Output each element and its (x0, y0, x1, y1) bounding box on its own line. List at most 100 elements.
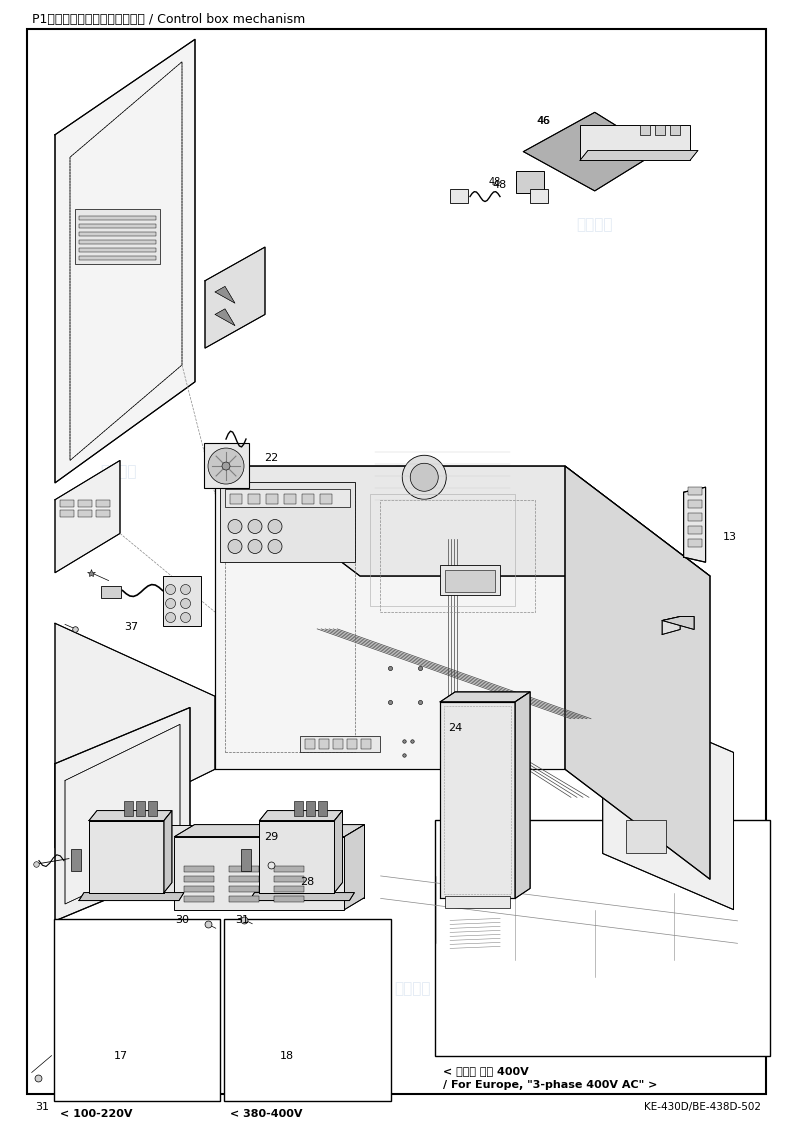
Bar (445, 569, 495, 592)
Bar (284, 493, 296, 503)
Bar (319, 739, 329, 749)
Polygon shape (440, 692, 530, 702)
Polygon shape (215, 309, 235, 326)
Bar (530, 189, 548, 202)
Bar (148, 801, 157, 815)
Text: 48: 48 (488, 177, 501, 186)
Bar (688, 487, 702, 495)
Bar (185, 896, 214, 902)
Bar (79, 223, 156, 228)
Bar (224, 919, 391, 1101)
Bar (580, 126, 690, 161)
Bar (445, 896, 510, 909)
Bar (79, 216, 156, 220)
Circle shape (222, 462, 230, 471)
Polygon shape (259, 821, 335, 893)
Circle shape (248, 520, 262, 533)
Bar (274, 886, 305, 892)
Circle shape (268, 539, 282, 554)
Bar (71, 849, 81, 870)
Bar (230, 493, 242, 503)
Text: / For Europe, "3-phase 400V AC" >: / For Europe, "3-phase 400V AC" > (443, 1079, 657, 1089)
Bar (185, 886, 214, 892)
Circle shape (181, 612, 190, 622)
Bar (516, 172, 544, 193)
Bar (294, 801, 304, 815)
Polygon shape (89, 811, 172, 821)
Bar (670, 126, 680, 136)
Text: P1．コントロールボックス関係 / Control box mechanism: P1．コントロールボックス関係 / Control box mechanism (32, 12, 305, 26)
Text: 华联机行: 华联机行 (394, 980, 431, 996)
Circle shape (268, 520, 282, 533)
Text: 48: 48 (492, 181, 507, 190)
Bar (229, 896, 259, 902)
Text: 46: 46 (538, 117, 550, 126)
Bar (347, 739, 357, 749)
Polygon shape (215, 466, 710, 576)
Polygon shape (440, 702, 515, 898)
Bar (241, 849, 251, 870)
Text: 37: 37 (124, 622, 138, 631)
Polygon shape (344, 824, 365, 910)
Polygon shape (174, 824, 365, 837)
Circle shape (166, 612, 175, 622)
Bar (688, 539, 702, 547)
Text: 华联机行: 华联机行 (101, 980, 137, 996)
Text: 31: 31 (235, 915, 249, 924)
Bar (444, 706, 511, 894)
Circle shape (410, 464, 439, 491)
Polygon shape (523, 112, 658, 191)
Bar (274, 866, 305, 871)
Text: 30: 30 (175, 915, 190, 924)
Bar (688, 500, 702, 509)
Polygon shape (335, 811, 343, 893)
Bar (380, 500, 535, 612)
Text: 46: 46 (537, 117, 551, 126)
Polygon shape (205, 247, 265, 348)
Bar (435, 820, 770, 1056)
Text: 华联机行: 华联机行 (394, 722, 431, 738)
Bar (319, 801, 328, 815)
Circle shape (402, 455, 446, 500)
Bar (185, 876, 214, 882)
Polygon shape (215, 466, 565, 769)
Bar (174, 837, 344, 910)
Text: < 380-400V: < 380-400V (231, 1108, 303, 1119)
Circle shape (181, 584, 190, 594)
Bar (229, 886, 259, 892)
Polygon shape (89, 821, 164, 893)
Bar (124, 801, 133, 815)
Polygon shape (565, 466, 710, 879)
Text: 华联机行: 华联机行 (101, 464, 137, 480)
Bar (96, 500, 110, 506)
Bar (225, 489, 355, 752)
Bar (266, 493, 278, 503)
Text: < 欧州用 三相 400V: < 欧州用 三相 400V (443, 1066, 529, 1076)
Bar (688, 527, 702, 535)
Text: 22: 22 (264, 454, 278, 463)
Polygon shape (55, 39, 195, 483)
Bar (274, 896, 305, 902)
Bar (163, 575, 201, 626)
Polygon shape (580, 150, 698, 161)
Bar (78, 500, 92, 506)
Text: 华联机行: 华联机行 (394, 464, 431, 480)
Polygon shape (684, 487, 706, 563)
Bar (229, 866, 259, 871)
Bar (302, 493, 314, 503)
Text: KE-430D/BE-438D-502: KE-430D/BE-438D-502 (644, 1103, 761, 1112)
Bar (136, 801, 145, 815)
Bar (220, 482, 355, 562)
Circle shape (166, 599, 175, 609)
Bar (60, 510, 74, 517)
Bar (79, 248, 156, 252)
Polygon shape (215, 286, 235, 303)
Polygon shape (662, 617, 680, 634)
Bar (450, 189, 468, 202)
Text: 29: 29 (264, 832, 278, 841)
Bar (248, 493, 260, 503)
Bar (370, 494, 515, 606)
Polygon shape (603, 696, 734, 910)
Circle shape (228, 520, 242, 533)
Bar (185, 866, 214, 871)
